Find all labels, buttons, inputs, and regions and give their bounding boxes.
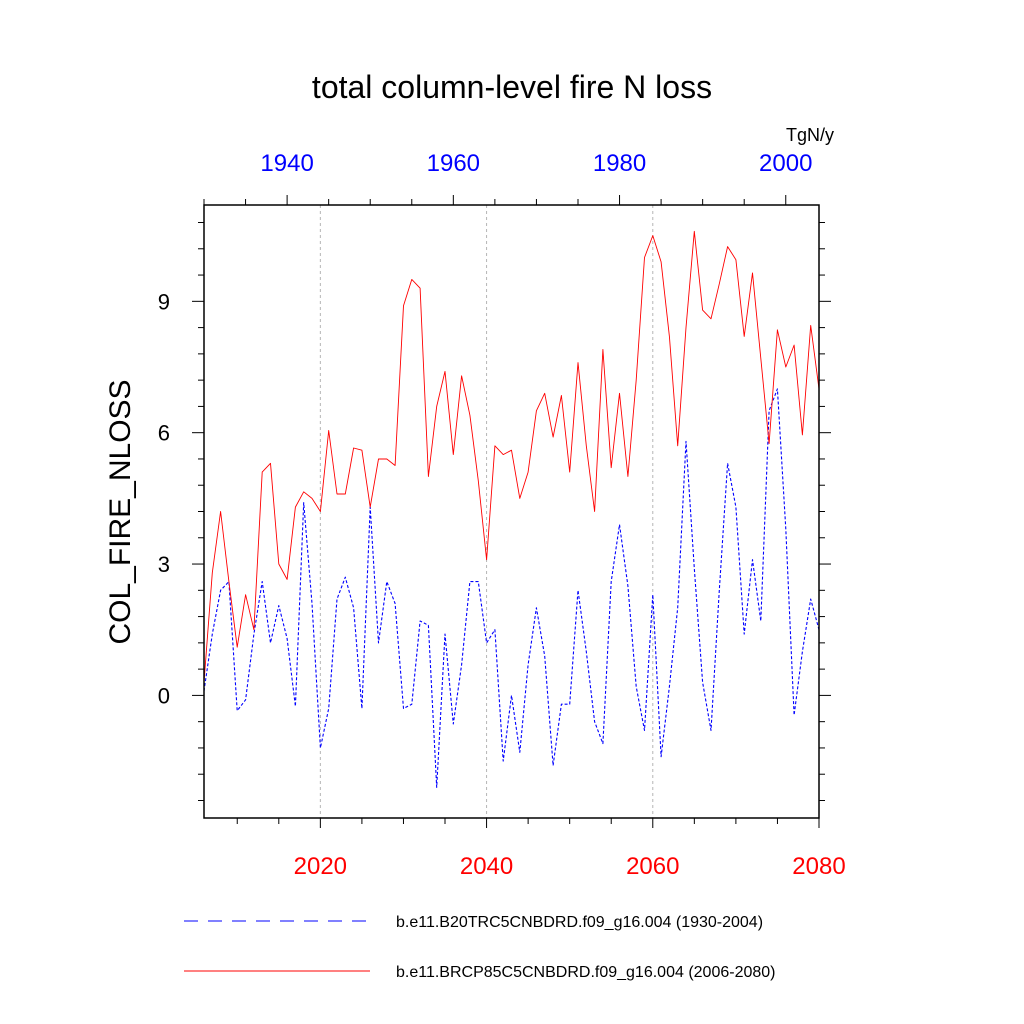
chart-title: total column-level fire N loss bbox=[312, 69, 712, 105]
y-tick-label: 0 bbox=[158, 683, 170, 708]
data-series bbox=[203, 230, 820, 788]
legend-label-historical: b.e11.B20TRC5CNBDRD.f09_g16.004 (1930-20… bbox=[396, 914, 763, 931]
bottom-tick-label: 2020 bbox=[294, 853, 347, 880]
y-tick-label: 3 bbox=[158, 552, 170, 577]
y-tick-label: 9 bbox=[158, 289, 170, 314]
top-tick-label: 2000 bbox=[759, 150, 812, 177]
series-line-historical bbox=[203, 388, 820, 788]
bottom-tick-label: 2040 bbox=[460, 853, 513, 880]
legend-label-rcp85: b.e11.BRCP85C5CNBDRD.f09_g16.004 (2006-2… bbox=[396, 964, 775, 981]
top-tick-label: 1940 bbox=[260, 150, 313, 177]
top-x-tick-labels: 1940 1960 1980 2000 bbox=[260, 150, 812, 177]
bottom-tick-label: 2060 bbox=[626, 853, 679, 880]
top-tick-label: 1960 bbox=[427, 150, 480, 177]
top-tick-label: 1980 bbox=[593, 150, 646, 177]
y-tick-labels: 0 3 6 9 bbox=[158, 289, 170, 708]
units-label: TgN/y bbox=[786, 125, 834, 145]
plot-frame bbox=[203, 204, 820, 819]
series-line-rcp85 bbox=[203, 230, 820, 683]
axis-ticks bbox=[192, 195, 831, 828]
legend: b.e11.B20TRC5CNBDRD.f09_g16.004 (1930-20… bbox=[184, 914, 775, 981]
y-tick-label: 6 bbox=[158, 421, 170, 446]
bottom-tick-label: 2080 bbox=[792, 853, 845, 880]
y-axis-label: COL_FIRE_NLOSS bbox=[104, 379, 137, 644]
bottom-x-tick-labels: 2020 2040 2060 2080 bbox=[294, 853, 846, 880]
